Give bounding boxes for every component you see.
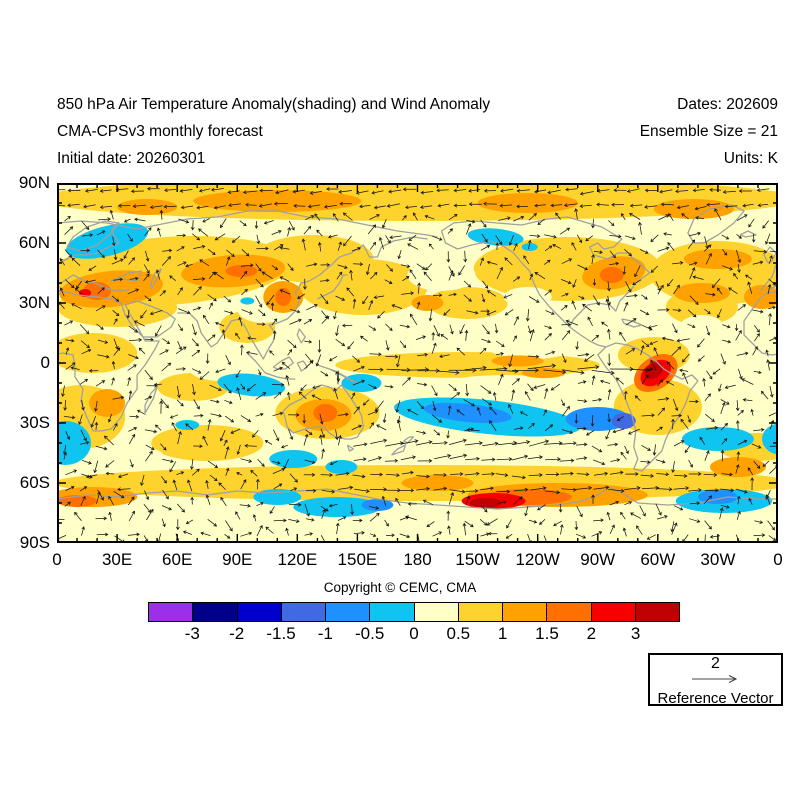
x-tick-label: 60E <box>162 550 193 569</box>
colorbar-cell <box>502 603 547 621</box>
y-tick-label: 60N <box>18 233 50 252</box>
map-border <box>57 183 778 543</box>
wind-anomaly-vectors <box>57 186 778 543</box>
colorbar-tick-label: 0 <box>409 624 419 643</box>
colorbar-cell <box>413 603 458 621</box>
coastlines <box>57 204 778 510</box>
x-tick-label: 30W <box>700 550 736 569</box>
y-tick-label: 30N <box>18 293 50 312</box>
x-tick-label: 90W <box>580 550 616 569</box>
colorbar-cell <box>634 603 679 621</box>
colorbar-cell <box>325 603 370 621</box>
colorbar-tick-label: -2 <box>229 624 245 643</box>
anomaly-shading <box>57 183 778 517</box>
copyright-text: Copyright © CEMC, CMA <box>323 580 477 595</box>
axis-ticks <box>57 183 778 543</box>
colorbar-tick-label: -3 <box>184 624 200 643</box>
dates-line: Dates: 202609 <box>677 96 778 113</box>
colorbar <box>148 602 680 622</box>
reference-vector-box: 2 Reference Vector <box>648 653 783 707</box>
x-tick-label: 150E <box>337 550 378 569</box>
colorbar-cell <box>280 603 325 621</box>
x-tick-label: 90E <box>222 550 253 569</box>
x-tick-label: 120W <box>515 550 560 569</box>
colorbar-tick-label: 3 <box>630 624 641 643</box>
anomaly-map-canvas <box>57 183 778 543</box>
x-tick-label: 120E <box>277 550 318 569</box>
colorbar-tick-label: -0.5 <box>355 624 385 643</box>
colorbar-tick-label: 2 <box>586 624 597 643</box>
colorbar-cell <box>546 603 591 621</box>
colorbar-cell <box>457 603 502 621</box>
ensemble-size-line: Ensemble Size = 21 <box>639 123 778 140</box>
x-tick-label: 150W <box>455 550 500 569</box>
colorbar-cell <box>369 603 414 621</box>
colorbar-cell <box>149 603 193 621</box>
colorbar-tick-label: -1.5 <box>266 624 296 643</box>
initial-date-line: Initial date: 20260301 <box>57 150 206 167</box>
y-tick-label: 0 <box>40 353 50 372</box>
colorbar-cell <box>590 603 635 621</box>
y-tick-label: 90S <box>19 533 50 552</box>
title-line: 850 hPa Air Temperature Anomaly(shading)… <box>57 96 491 113</box>
reference-vector-label: Reference Vector <box>657 690 774 707</box>
x-tick-label: 180 <box>403 550 432 569</box>
x-tick-label: 30E <box>101 550 133 569</box>
colorbar-tick-label: -1 <box>317 624 333 643</box>
colorbar-cell <box>236 603 281 621</box>
y-tick-label: 60S <box>19 473 50 492</box>
reference-vector-arrow-icon <box>691 675 737 683</box>
map-plot-area <box>57 183 778 543</box>
model-line: CMA-CPSv3 monthly forecast <box>57 123 263 140</box>
colorbar-tick-label: 0.5 <box>446 624 471 643</box>
colorbar-cell <box>192 603 237 621</box>
x-tick-label: 0 <box>773 550 783 569</box>
units-line: Units: K <box>723 150 778 167</box>
colorbar-tick-label: 1 <box>497 624 508 643</box>
y-tick-label: 90N <box>18 173 50 192</box>
reference-vector-value: 2 <box>711 655 720 672</box>
x-tick-label: 0 <box>52 550 62 569</box>
y-tick-label: 30S <box>19 413 50 432</box>
colorbar-tick-label: 1.5 <box>535 624 559 643</box>
x-tick-label: 60W <box>640 550 676 569</box>
